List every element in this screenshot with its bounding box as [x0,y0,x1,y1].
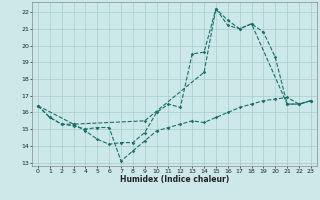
X-axis label: Humidex (Indice chaleur): Humidex (Indice chaleur) [120,175,229,184]
